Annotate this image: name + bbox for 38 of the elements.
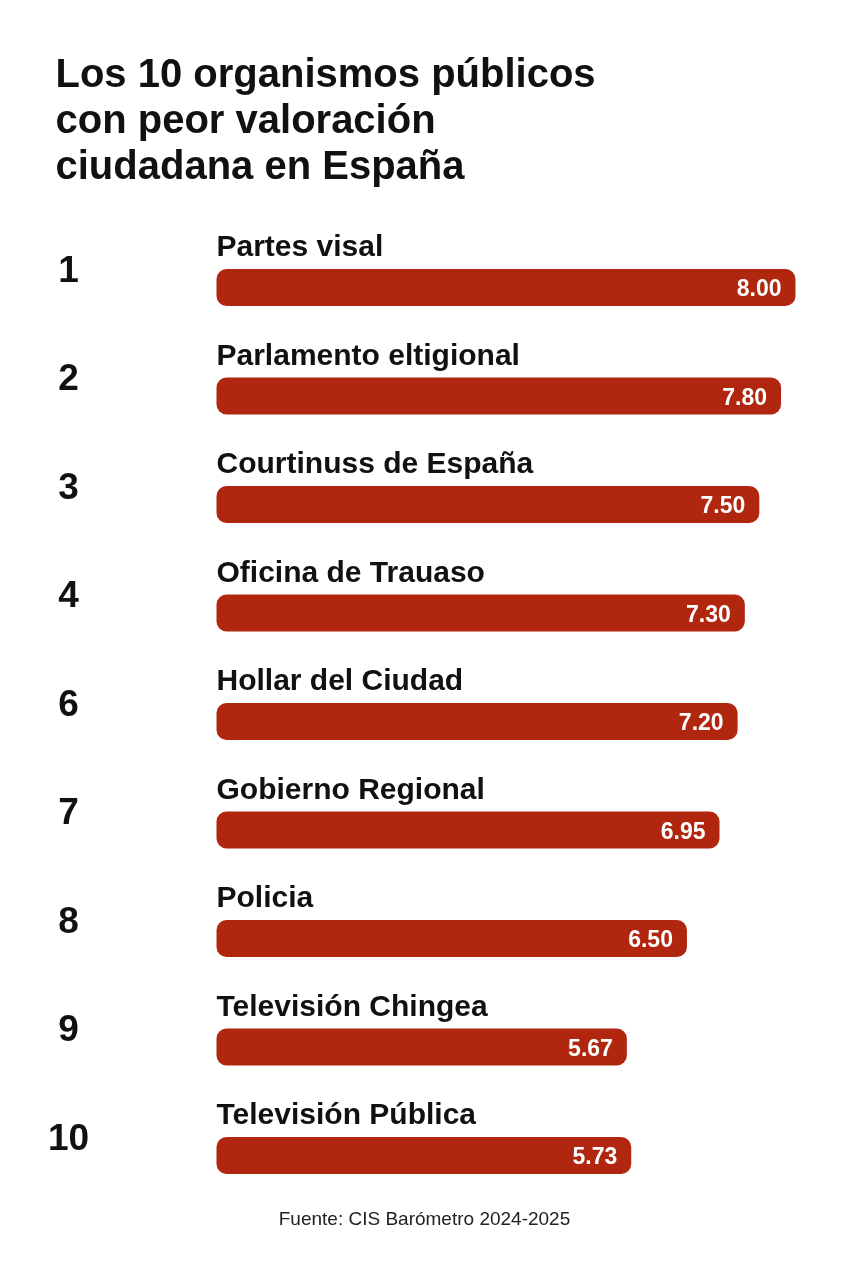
y-tick-label: Oficina de Trauaso bbox=[216, 554, 485, 588]
data-label: 6.95 bbox=[660, 817, 706, 844]
text: 10 bbox=[47, 1116, 90, 1158]
y-tick-label: Televisión Pública bbox=[216, 1097, 477, 1130]
data-label: 7.80 bbox=[722, 383, 768, 410]
bar bbox=[216, 486, 760, 523]
data-label: 7.50 bbox=[700, 492, 746, 518]
bar bbox=[216, 269, 796, 306]
data-label: 8.00 bbox=[736, 275, 782, 301]
bar bbox=[216, 377, 782, 415]
data-label: 5.73 bbox=[572, 1143, 618, 1169]
y-tick-label: Parlamento eltigional bbox=[216, 337, 520, 371]
bar bbox=[216, 920, 687, 957]
data-label: 6.50 bbox=[628, 926, 673, 952]
y-tick-label: Hollar del Ciudad bbox=[216, 663, 464, 696]
text: 8 bbox=[58, 899, 79, 941]
data-label: 7.30 bbox=[686, 600, 731, 627]
y-tick-label: Televisión Chingea bbox=[216, 988, 488, 1022]
text: 9 bbox=[58, 1008, 79, 1049]
bar bbox=[216, 811, 720, 849]
text: 3 bbox=[58, 465, 79, 507]
chart-title: Los 10 organismos públicos con peor valoración ciudadana en España bbox=[55, 50, 596, 187]
text: 2 bbox=[58, 357, 79, 398]
bar bbox=[216, 594, 745, 632]
text: 4 bbox=[58, 574, 80, 615]
bar bbox=[216, 1028, 627, 1066]
y-tick-label: Policia bbox=[216, 880, 314, 913]
text: 7 bbox=[58, 791, 79, 832]
bar bbox=[216, 1137, 632, 1174]
data-label: 7.20 bbox=[678, 709, 724, 735]
text: 6 bbox=[58, 682, 79, 724]
y-tick-label: Gobierno Regional bbox=[216, 771, 485, 805]
y-tick-label: Partes visal bbox=[216, 229, 384, 262]
text: 1 bbox=[58, 248, 79, 290]
bar bbox=[216, 703, 738, 740]
source-note: Fuente: CIS Barómetro 2024-2025 bbox=[278, 1208, 571, 1229]
data-label: 5.67 bbox=[568, 1034, 613, 1061]
y-tick-label: Courtinuss de España bbox=[216, 446, 534, 479]
